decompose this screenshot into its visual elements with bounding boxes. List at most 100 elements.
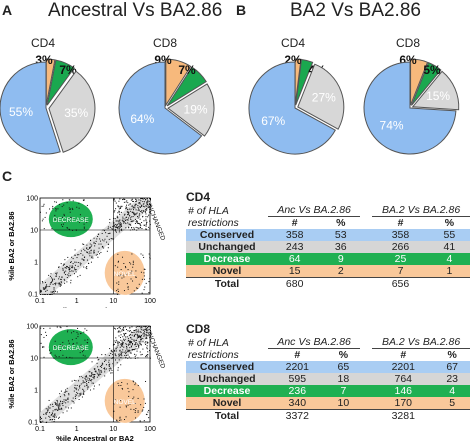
table-title-cd8: CD8 xyxy=(186,322,211,336)
scatter-point xyxy=(146,198,148,200)
scatter-point xyxy=(133,227,135,229)
scatter-point xyxy=(63,399,65,401)
scatter-point xyxy=(52,205,54,207)
scatter-point xyxy=(93,241,95,243)
scatter-point xyxy=(125,343,127,345)
scatter-point xyxy=(142,409,144,411)
scatter-point xyxy=(66,281,68,283)
scatter-point xyxy=(147,335,149,337)
scatter-point xyxy=(48,406,50,408)
scatter-point xyxy=(83,217,85,219)
scatter-point xyxy=(122,328,124,330)
scatter-point xyxy=(68,269,70,271)
scatter-point xyxy=(114,349,116,351)
scatter-point xyxy=(141,210,143,212)
scatter-point xyxy=(60,284,62,286)
table-row: Conserved 2201 65 2201 67 xyxy=(186,361,470,373)
scatter-point xyxy=(86,251,88,253)
scatter-point xyxy=(127,340,129,342)
scatter-point xyxy=(129,208,131,210)
scatter-point xyxy=(77,333,79,335)
scatter-point xyxy=(54,416,56,418)
pie-slice-2-decrease xyxy=(295,58,314,106)
scatter-point xyxy=(123,198,125,200)
scatter-point xyxy=(140,343,142,345)
scatter-point xyxy=(50,282,52,284)
scatter-point xyxy=(116,226,118,228)
scatter-point xyxy=(145,223,147,225)
scatter-point xyxy=(102,363,104,365)
scatter-point xyxy=(137,344,139,346)
scatter-point xyxy=(136,334,138,336)
scatter-point xyxy=(137,331,139,333)
scatter-point xyxy=(123,340,125,342)
scatter-point xyxy=(91,244,93,246)
scatter-point xyxy=(141,228,143,230)
scatter-point xyxy=(101,354,103,356)
scatter-point xyxy=(148,292,150,294)
scatter-point xyxy=(61,277,63,279)
scatter-point xyxy=(136,220,138,222)
scatter-point xyxy=(50,419,52,421)
scatter-point xyxy=(77,336,79,338)
scatter-point xyxy=(66,266,68,268)
x-tick-label: 100 xyxy=(144,426,156,433)
pie-slice-0-conserved xyxy=(0,61,61,155)
scatter-point xyxy=(112,344,114,346)
scatter-point xyxy=(88,253,90,255)
scatter-point xyxy=(59,402,61,404)
scatter-point xyxy=(76,257,78,259)
scatter-point xyxy=(93,249,95,251)
scatter-point xyxy=(113,211,115,213)
novel-region xyxy=(104,378,145,423)
scatter-point xyxy=(117,212,119,214)
scatter-point xyxy=(83,331,85,333)
scatter-point xyxy=(138,209,140,211)
scatter-point xyxy=(62,401,64,403)
scatter-point xyxy=(128,391,130,393)
scatter-point xyxy=(93,373,95,375)
scatter-point xyxy=(128,227,130,229)
decrease-region xyxy=(48,329,93,366)
scatter-point xyxy=(116,420,118,422)
scatter-point xyxy=(118,355,120,357)
scatter-point xyxy=(42,288,44,290)
scatter-point xyxy=(83,389,85,391)
scatter-point xyxy=(130,224,132,226)
scatter-point xyxy=(122,220,124,222)
scatter-point xyxy=(51,277,53,279)
scatter-point xyxy=(148,226,150,228)
scatter-point xyxy=(80,332,82,334)
total-value: 3372 xyxy=(268,409,327,422)
scatter-point xyxy=(71,218,73,220)
scatter-point xyxy=(134,356,136,358)
scatter-point xyxy=(118,353,120,355)
scatter-point xyxy=(140,404,142,406)
table-header-ba2: BA.2 Vs BA.2.86 xyxy=(372,336,470,349)
scatter-point xyxy=(138,227,140,229)
scatter-point xyxy=(98,384,100,386)
scatter-point xyxy=(68,207,70,209)
cell-value: 36 xyxy=(334,241,347,253)
scatter-point xyxy=(138,334,140,336)
scatter-point xyxy=(45,408,47,410)
scatter-point xyxy=(62,267,64,269)
scatter-point xyxy=(83,199,85,201)
scatter-point xyxy=(117,344,119,346)
scatter-point xyxy=(116,419,118,421)
scatter-point xyxy=(60,279,62,281)
scatter-point xyxy=(69,270,71,272)
scatter-point xyxy=(71,357,73,359)
scatter-point xyxy=(123,214,125,216)
scatter-point xyxy=(144,329,146,331)
scatter-point xyxy=(55,408,57,410)
scatter-point xyxy=(79,384,81,386)
scatter-point xyxy=(130,210,132,212)
scatter-point xyxy=(138,228,140,230)
cell-value: 53 xyxy=(334,229,347,241)
scatter-point xyxy=(84,376,86,378)
scatter-point xyxy=(64,391,66,393)
scatter-point xyxy=(54,414,56,416)
scatter-point xyxy=(74,387,76,389)
